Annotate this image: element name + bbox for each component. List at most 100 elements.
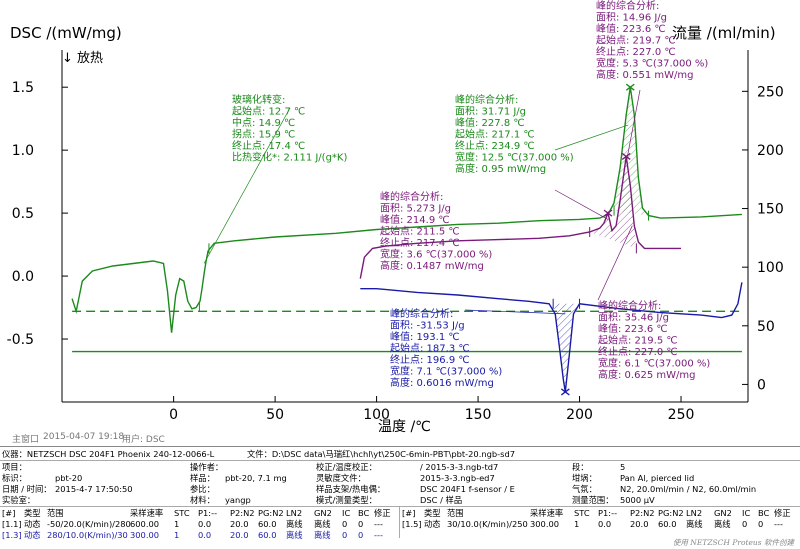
- annotation-line: 起始点: 219.7 ℃: [596, 34, 676, 47]
- table-cell: [1.1]: [2, 519, 22, 529]
- annotation-line: 宽度: 5.3 ℃(37.000 %): [596, 57, 708, 70]
- table-header-cell: LN2: [686, 508, 703, 518]
- peak-marker: [603, 209, 613, 217]
- cal-temp-label: 校正/温度校正：: [316, 462, 377, 472]
- peak-annotation-0: 玻璃化转变:起始点: 12.7 ℃中点: 14.9 ℃拐点: 15.9 ℃终止点…: [232, 93, 347, 164]
- table-cell: ---: [774, 519, 783, 529]
- project-label: 项目：: [2, 462, 27, 472]
- annotation-line: 峰值: 193.1 ℃: [390, 330, 460, 343]
- annotation-line: 终止点: 234.9 ℃: [455, 139, 535, 152]
- table-cell: 0: [342, 530, 348, 540]
- material-label: 材料：: [190, 495, 215, 505]
- table-cell: [1.3]: [2, 530, 22, 540]
- annotation-line: 峰值: 214.9 ℃: [380, 213, 450, 226]
- annotation-line: 高度: 0.625 mW/mg: [598, 368, 695, 381]
- cal-temp-value: / 2015-3-3.ngb-td7: [420, 462, 499, 472]
- table-cell: 30/10.0(K/min)/250: [447, 519, 528, 529]
- table-cell: 动态: [424, 519, 441, 529]
- x-axis-title: 温度 /℃: [378, 419, 431, 435]
- annotation-line: 起始点: 219.5 ℃: [598, 334, 678, 347]
- table-header-cell: 修正: [374, 508, 391, 518]
- annotation-line: 宽度: 7.1 ℃(37.000 %): [390, 365, 502, 378]
- annotation-line: 面积: 14.96 J/g: [596, 12, 667, 24]
- id-label: 标识：: [2, 473, 27, 483]
- table-header-cell: 类型: [424, 508, 441, 518]
- footer-window: 主窗口: [12, 435, 40, 445]
- crucible-value: Pan Al, pierced lid: [620, 473, 695, 483]
- table-cell: 60.0: [258, 530, 277, 540]
- gas-value: N2, 20.0ml/min / N2, 60.0ml/min: [620, 484, 757, 494]
- table-cell: 离线: [714, 519, 731, 529]
- operator-label: 操作者：: [190, 462, 224, 472]
- annotation-line: 拐点: 15.9 ℃: [232, 128, 295, 141]
- table-header-cell: BC: [758, 508, 770, 518]
- series-line-3: [359, 156, 681, 279]
- material-value: yangp: [225, 495, 251, 505]
- y-right-tick-label: 50: [757, 319, 775, 335]
- table-header-cell: 范围: [47, 508, 64, 518]
- peak-marker: [621, 152, 631, 160]
- annotation-line: 玻璃化转变:: [232, 93, 285, 106]
- table-cell: 1: [574, 519, 580, 529]
- table-cell: 300.00: [530, 519, 560, 529]
- annotation-line: 宽度: 3.6 ℃(37.000 %): [380, 248, 492, 261]
- table-cell: 60.0: [658, 519, 677, 529]
- annotation-line: 终止点: 17.4 ℃: [232, 139, 305, 152]
- table-header-cell: 范围: [447, 508, 464, 518]
- mode-value: DSC / 样品: [420, 495, 463, 505]
- table-cell: 60.0: [258, 519, 277, 529]
- table-header-cell: [#]: [2, 508, 16, 518]
- table-cell: ---: [374, 530, 383, 540]
- crucible-label: 坩埚：: [572, 473, 597, 483]
- table-header-cell: STC: [174, 508, 190, 518]
- table-header-cell: BC: [358, 508, 370, 518]
- annotation-leader: [464, 309, 566, 315]
- table-header-cell: STC: [574, 508, 590, 518]
- table-header-cell: GN2: [314, 508, 332, 518]
- annotations: 玻璃化转变:起始点: 12.7 ℃中点: 14.9 ℃拐点: 15.9 ℃终止点…: [232, 0, 710, 389]
- table-header-cell: P2:N2: [630, 508, 655, 518]
- annotation-line: 起始点: 217.1 ℃: [455, 128, 535, 141]
- y-right-tick-label: 150: [757, 202, 784, 218]
- table-cell: 600.00: [130, 519, 160, 529]
- annotation-line: 峰的综合分析:: [380, 190, 443, 203]
- annotation-leader: [625, 89, 641, 163]
- table-cell: 动态: [24, 530, 41, 540]
- series-line-0: [71, 87, 742, 333]
- x-tick-label: 100: [363, 407, 390, 423]
- measurement-info-panel: 仪器：NETZSCH DSC 204F1 Phoenix 240-12-0066…: [0, 446, 800, 549]
- footer-datetime: 2015-04-07 19:18: [43, 432, 125, 442]
- footer-user: 用户: DSC: [122, 435, 165, 445]
- y-right-tick-label: 0: [757, 377, 766, 393]
- date-value: 2015-4-7 17:50:50: [55, 484, 133, 494]
- y-right-tick-label: 200: [757, 143, 784, 159]
- annotation-line: 宽度: 12.5 ℃(37.000 %): [455, 151, 574, 164]
- holder-label: 样品支架/热电偶：: [316, 484, 386, 494]
- file-text: 文件：D:\DSC data\马瑞红\hchl\yt\250C-6min-PBT…: [247, 449, 515, 459]
- table-header-cell: IC: [742, 508, 751, 518]
- sens-value: 2015-3-3.ngb-ed7: [420, 473, 495, 483]
- table-header-cell: P1:--: [598, 508, 618, 518]
- y-right-tick-label: 100: [757, 260, 784, 276]
- table-cell: 0: [358, 530, 364, 540]
- annotation-line: 终止点: 227.0 ℃: [598, 345, 678, 358]
- annotation-line: 峰值: 223.6 ℃: [598, 322, 668, 335]
- y-axis-left-subtitle: ↓ 放热: [62, 51, 103, 66]
- annotation-line: 峰的综合分析:: [455, 93, 518, 106]
- annotation-line: 终止点: 217.4 ℃: [380, 236, 460, 249]
- instrument-text: 仪器：NETZSCH DSC 204F1 Phoenix 240-12-0066…: [2, 449, 215, 459]
- software-credit: 使用 NETZSCH Proteus 软件创建: [672, 538, 794, 547]
- table-header-cell: IC: [342, 508, 351, 518]
- dsc-chart: DSC /(mW/mg) ↓ 放热 流量 /(ml/min) 温度 /℃ 0 50…: [7, 0, 784, 435]
- annotation-line: 比热变化*: 2.111 J/(g*K): [232, 151, 347, 164]
- y-left-tick-label: 1.5: [12, 80, 34, 96]
- y-left-tick-label: 1.0: [12, 143, 34, 159]
- annotation-line: 高度: 0.1487 mW/mg: [380, 259, 484, 272]
- annotation-line: 高度: 0.551 mW/mg: [596, 68, 693, 81]
- table-header-cell: PG:N2: [258, 508, 284, 518]
- lab-label: 实验室：: [2, 495, 36, 505]
- table-cell: 离线: [686, 519, 703, 529]
- x-tick-label: 150: [465, 407, 492, 423]
- range-value: 5000 µV: [620, 495, 655, 505]
